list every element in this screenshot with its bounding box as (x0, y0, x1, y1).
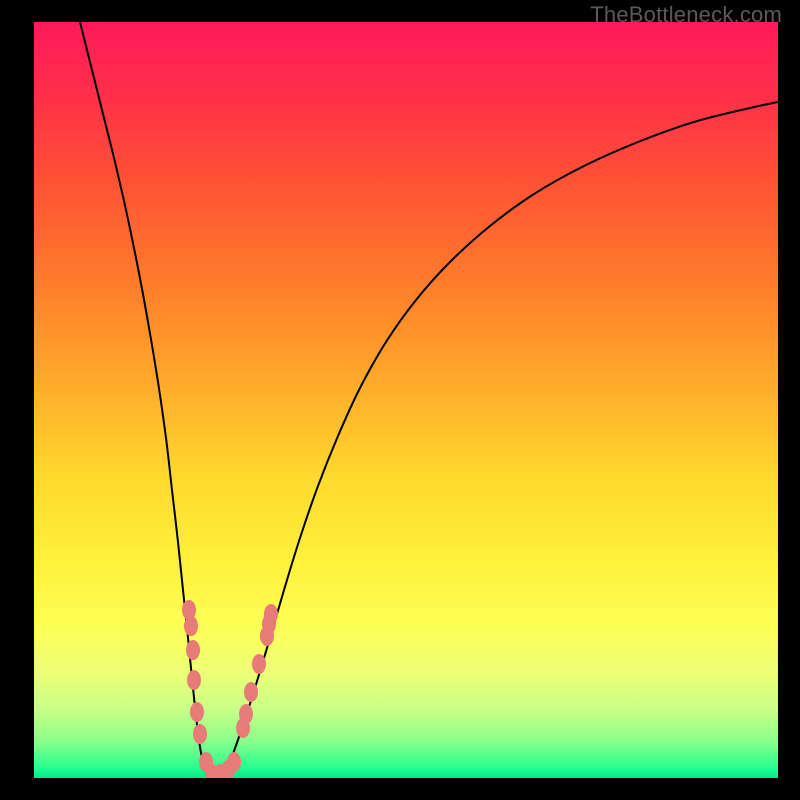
curve-marker (185, 617, 198, 636)
bottleneck-curve-chart (34, 22, 778, 778)
chart-container: TheBottleneck.com (0, 0, 800, 800)
curve-marker (253, 655, 266, 674)
watermark-text: TheBottleneck.com (590, 2, 782, 28)
curve-marker (228, 753, 241, 772)
curve-marker (187, 641, 200, 660)
curve-marker (245, 683, 258, 702)
gradient-background (34, 22, 778, 778)
curve-marker (265, 605, 278, 624)
curve-marker (194, 725, 207, 744)
curve-marker (191, 703, 204, 722)
curve-marker (188, 671, 201, 690)
plot-area (34, 22, 778, 778)
curve-marker (240, 705, 253, 724)
